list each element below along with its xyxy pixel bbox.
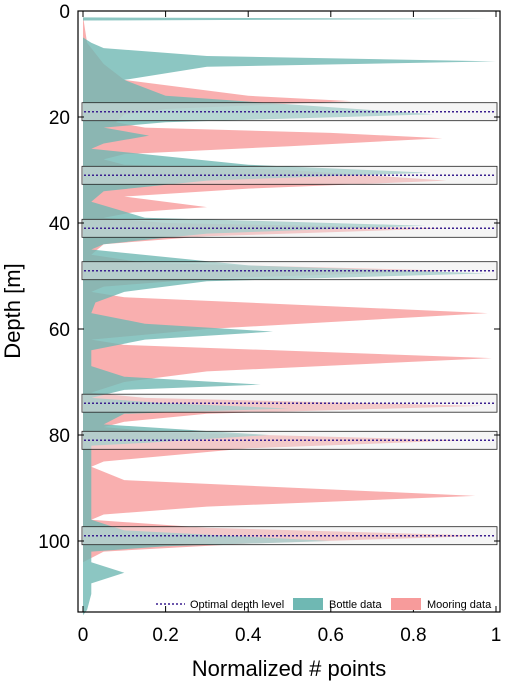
x-tick-label: 0.2 [152, 625, 178, 646]
series-area-bottle [83, 17, 496, 616]
legend: Optimal depth level Bottle data Mooring da… [156, 598, 492, 611]
legend-label-optimal: Optimal depth level [190, 599, 284, 611]
plot-frame [77, 10, 501, 613]
y-tick-label: 0 [59, 2, 70, 23]
y-tick-label: 20 [49, 108, 70, 129]
y-tick-label: 60 [49, 320, 70, 341]
series-areas [83, 16, 496, 616]
y-axis-title: Depth [m] [0, 263, 25, 358]
y-axis-ticks: 0 20 40 60 80 100 [38, 2, 500, 553]
y-tick-label: 80 [49, 426, 70, 447]
series-area-mooring [83, 16, 492, 563]
x-tick-label: 0.8 [400, 625, 426, 646]
x-tick-label: 0.4 [235, 625, 262, 646]
y-tick-label: 40 [49, 214, 70, 235]
legend-label-mooring: Mooring data [427, 599, 492, 611]
x-axis-ticks: 0 0.2 0.4 0.6 0.8 1 [78, 11, 502, 646]
legend-swatch-bottle [293, 598, 323, 610]
x-axis-title: Normalized # points [192, 656, 386, 681]
x-tick-label: 1 [491, 625, 502, 646]
optimal-depth-boxes [81, 102, 498, 546]
x-tick-label: 0 [78, 625, 89, 646]
x-tick-label: 0.6 [318, 625, 344, 646]
legend-swatch-mooring [391, 598, 421, 610]
y-tick-label: 100 [38, 532, 70, 553]
legend-label-bottle: Bottle data [329, 599, 382, 611]
